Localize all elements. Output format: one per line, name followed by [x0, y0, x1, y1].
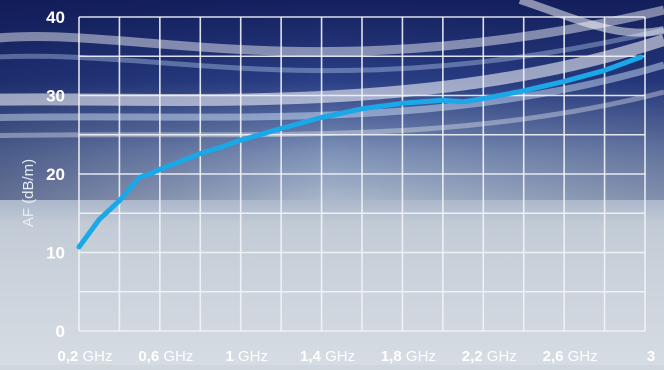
y-axis-label: AF (dB/m)	[20, 159, 37, 227]
data-point	[320, 115, 324, 119]
data-point	[562, 79, 566, 83]
data-point	[461, 100, 465, 104]
y-tick-label: 20	[46, 165, 65, 184]
data-point	[148, 172, 152, 176]
data-point	[360, 107, 364, 111]
x-tick-label: 0,2 GHz	[57, 348, 112, 365]
data-point	[219, 145, 222, 149]
x-tick-label: 1,8 GHz	[381, 348, 436, 365]
data-point	[77, 245, 81, 249]
y-tick-label: 0	[56, 322, 65, 341]
data-point	[117, 199, 121, 203]
data-point	[239, 138, 243, 142]
x-tick-label: 3	[647, 348, 655, 365]
chart-grid	[78, 16, 646, 332]
y-tick-label: 10	[46, 244, 65, 263]
x-tick-labels: 0,2 GHz 0,6 GHz 1 GHz 1,4 GHz 1,8 GHz 2,2 GHz…	[57, 348, 655, 365]
y-tick-label: 40	[46, 8, 65, 27]
x-tick-label: 0,6 GHz	[138, 348, 193, 365]
series-layer	[76, 54, 644, 250]
data-point	[481, 97, 485, 101]
data-point	[138, 175, 142, 179]
data-point	[97, 218, 101, 222]
data-point	[279, 126, 283, 130]
x-tick-label: 1,4 GHz	[300, 348, 355, 365]
data-point	[603, 68, 607, 72]
x-tick-label: 2,6 GHz	[543, 348, 598, 365]
y-tick-label: 30	[46, 87, 65, 106]
x-tick-label: 2,2 GHz	[462, 348, 517, 365]
x-tick-label: 1 GHz	[225, 348, 268, 365]
data-point	[522, 89, 526, 93]
data-point	[178, 159, 182, 163]
data-point	[198, 152, 202, 156]
data-point	[400, 101, 404, 105]
data-point	[158, 167, 162, 171]
data-point	[441, 98, 445, 102]
y-tick-labels: 0 10 20 30 40	[46, 8, 65, 341]
data-point	[639, 55, 643, 59]
